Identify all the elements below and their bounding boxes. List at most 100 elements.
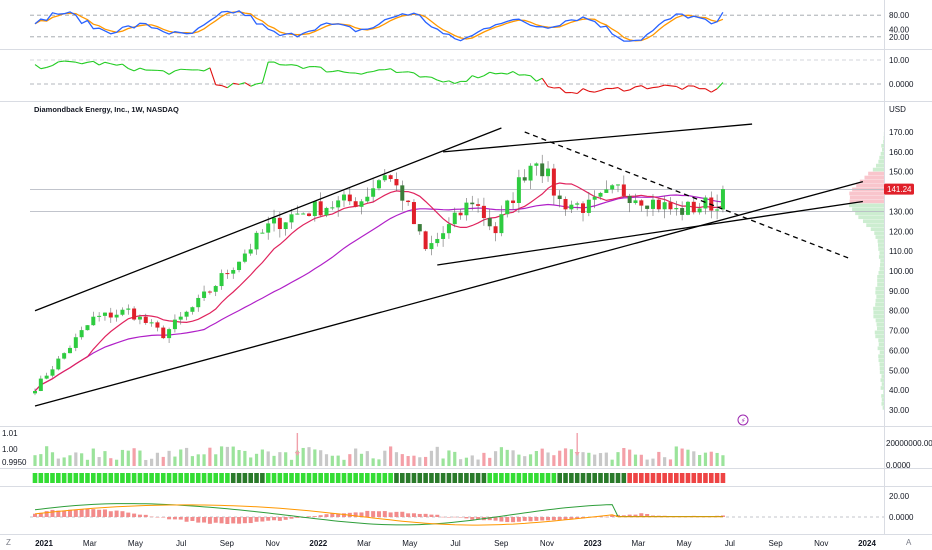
- oscillator-segment: [250, 83, 257, 87]
- trend-strip-cell: [394, 473, 399, 483]
- candle: [511, 192, 516, 210]
- trend-strip-cell: [67, 473, 73, 483]
- trend-strip-cell: [300, 473, 306, 483]
- candle: [604, 180, 609, 193]
- candle-body: [225, 273, 230, 275]
- candle: [50, 365, 55, 378]
- candle: [102, 312, 107, 321]
- volume-bar: [103, 451, 107, 466]
- trend-strip-cell: [621, 473, 627, 483]
- trendlines[interactable]: [34, 123, 864, 407]
- candle: [202, 285, 207, 301]
- volume-bar: [429, 450, 434, 466]
- macd-histogram-bar: [202, 517, 207, 523]
- candle: [703, 195, 708, 215]
- lightning-icon[interactable]: ⚡: [737, 414, 749, 426]
- volume-bar: [668, 459, 673, 466]
- oscillator-segment: [670, 85, 677, 87]
- trend-strip-cell: [464, 473, 469, 483]
- candle: [446, 217, 451, 239]
- oscillator-pane[interactable]: 10.00 0.0000: [30, 56, 914, 95]
- volume-bar: [709, 451, 713, 466]
- oscillator-segment: [87, 60, 94, 63]
- candle-body: [633, 200, 638, 204]
- candle-body: [376, 180, 381, 189]
- candle-body: [627, 195, 632, 204]
- macd-axis-label: 20.00: [889, 492, 910, 501]
- macd-histogram-bar: [272, 517, 277, 521]
- candle: [458, 209, 463, 220]
- candle-body: [365, 196, 370, 202]
- candle-body: [551, 168, 556, 196]
- macd-histogram-bar: [511, 517, 516, 523]
- candle-body: [44, 375, 49, 379]
- candle-body: [318, 201, 323, 216]
- oscillator-segment: [93, 60, 100, 66]
- candle-body: [394, 179, 399, 186]
- candle: [365, 187, 370, 203]
- volume-profile-bar: [862, 219, 884, 224]
- volume-bar: [97, 457, 101, 466]
- macd-histogram-bar: [423, 513, 428, 517]
- volume-profile-bar: [856, 183, 884, 188]
- candle-body: [91, 316, 96, 326]
- candle-body: [639, 200, 644, 206]
- macd-histogram-bar: [470, 517, 475, 520]
- macd-histogram-bar: [540, 517, 545, 521]
- price-pane[interactable]: Diamondback Energy, Inc., 1W, NASDAQ USD…: [30, 105, 914, 426]
- volume-bar: [330, 455, 334, 466]
- candle-body: [487, 218, 492, 227]
- volume-pane[interactable]: 1.01 1.00 0.9950 20000000.00 0.0000: [2, 429, 932, 470]
- trend-strip-cell: [166, 473, 172, 483]
- macd-histogram-bar: [97, 509, 102, 517]
- candle-body: [172, 319, 177, 330]
- volume-profile-bar: [878, 271, 884, 275]
- volume-bar: [680, 448, 684, 466]
- volume-spike-arrow: [574, 452, 580, 456]
- volume-bar: [214, 454, 218, 466]
- oscillator-segment: [104, 61, 111, 65]
- price-axis-label: 110.00: [889, 247, 913, 256]
- macd-histogram-bar: [149, 516, 154, 518]
- volume-profile-bar: [877, 243, 884, 247]
- price-axis-label: 130.00: [889, 207, 914, 216]
- candle: [639, 199, 644, 212]
- timezone-icon[interactable]: Z: [6, 538, 11, 547]
- auto-scale-icon[interactable]: A: [906, 538, 912, 547]
- oscillator-segment: [623, 89, 630, 92]
- trend-strip-cell: [178, 473, 184, 483]
- macd-pane[interactable]: 20.00 0.0000: [30, 492, 914, 526]
- trend-strip-cell: [504, 473, 510, 483]
- macd-histogram-bar: [569, 517, 574, 519]
- candle-body: [324, 207, 329, 216]
- trend-strip-cell: [324, 473, 329, 483]
- volume-bar: [528, 454, 533, 466]
- oscillator-segment: [122, 63, 129, 69]
- candle-body: [347, 194, 352, 202]
- candle: [67, 345, 72, 354]
- candle: [277, 211, 282, 238]
- trend-strip-cell: [487, 473, 493, 483]
- volume-profile-bar: [877, 282, 884, 287]
- time-axis-label: Sep: [768, 539, 783, 548]
- candle-body: [499, 214, 504, 234]
- volume-bar: [272, 455, 276, 466]
- stochastic-levels: [30, 14, 884, 38]
- trend-strip-cell: [493, 473, 498, 483]
- candle-body: [353, 201, 358, 207]
- candle-body: [546, 168, 551, 177]
- trend-strip-cell: [102, 473, 108, 483]
- candle: [301, 212, 306, 215]
- volume-profile-bar: [878, 338, 884, 343]
- candle-body: [650, 199, 655, 209]
- volume-bar: [138, 450, 142, 466]
- trend-strip-cell: [131, 473, 137, 483]
- candle-body: [464, 202, 469, 216]
- trend-strip-cell: [633, 473, 638, 483]
- time-axis-label: Nov: [814, 539, 828, 548]
- trendline: [443, 123, 753, 153]
- volume-bar: [91, 448, 95, 466]
- candle-body: [516, 177, 521, 204]
